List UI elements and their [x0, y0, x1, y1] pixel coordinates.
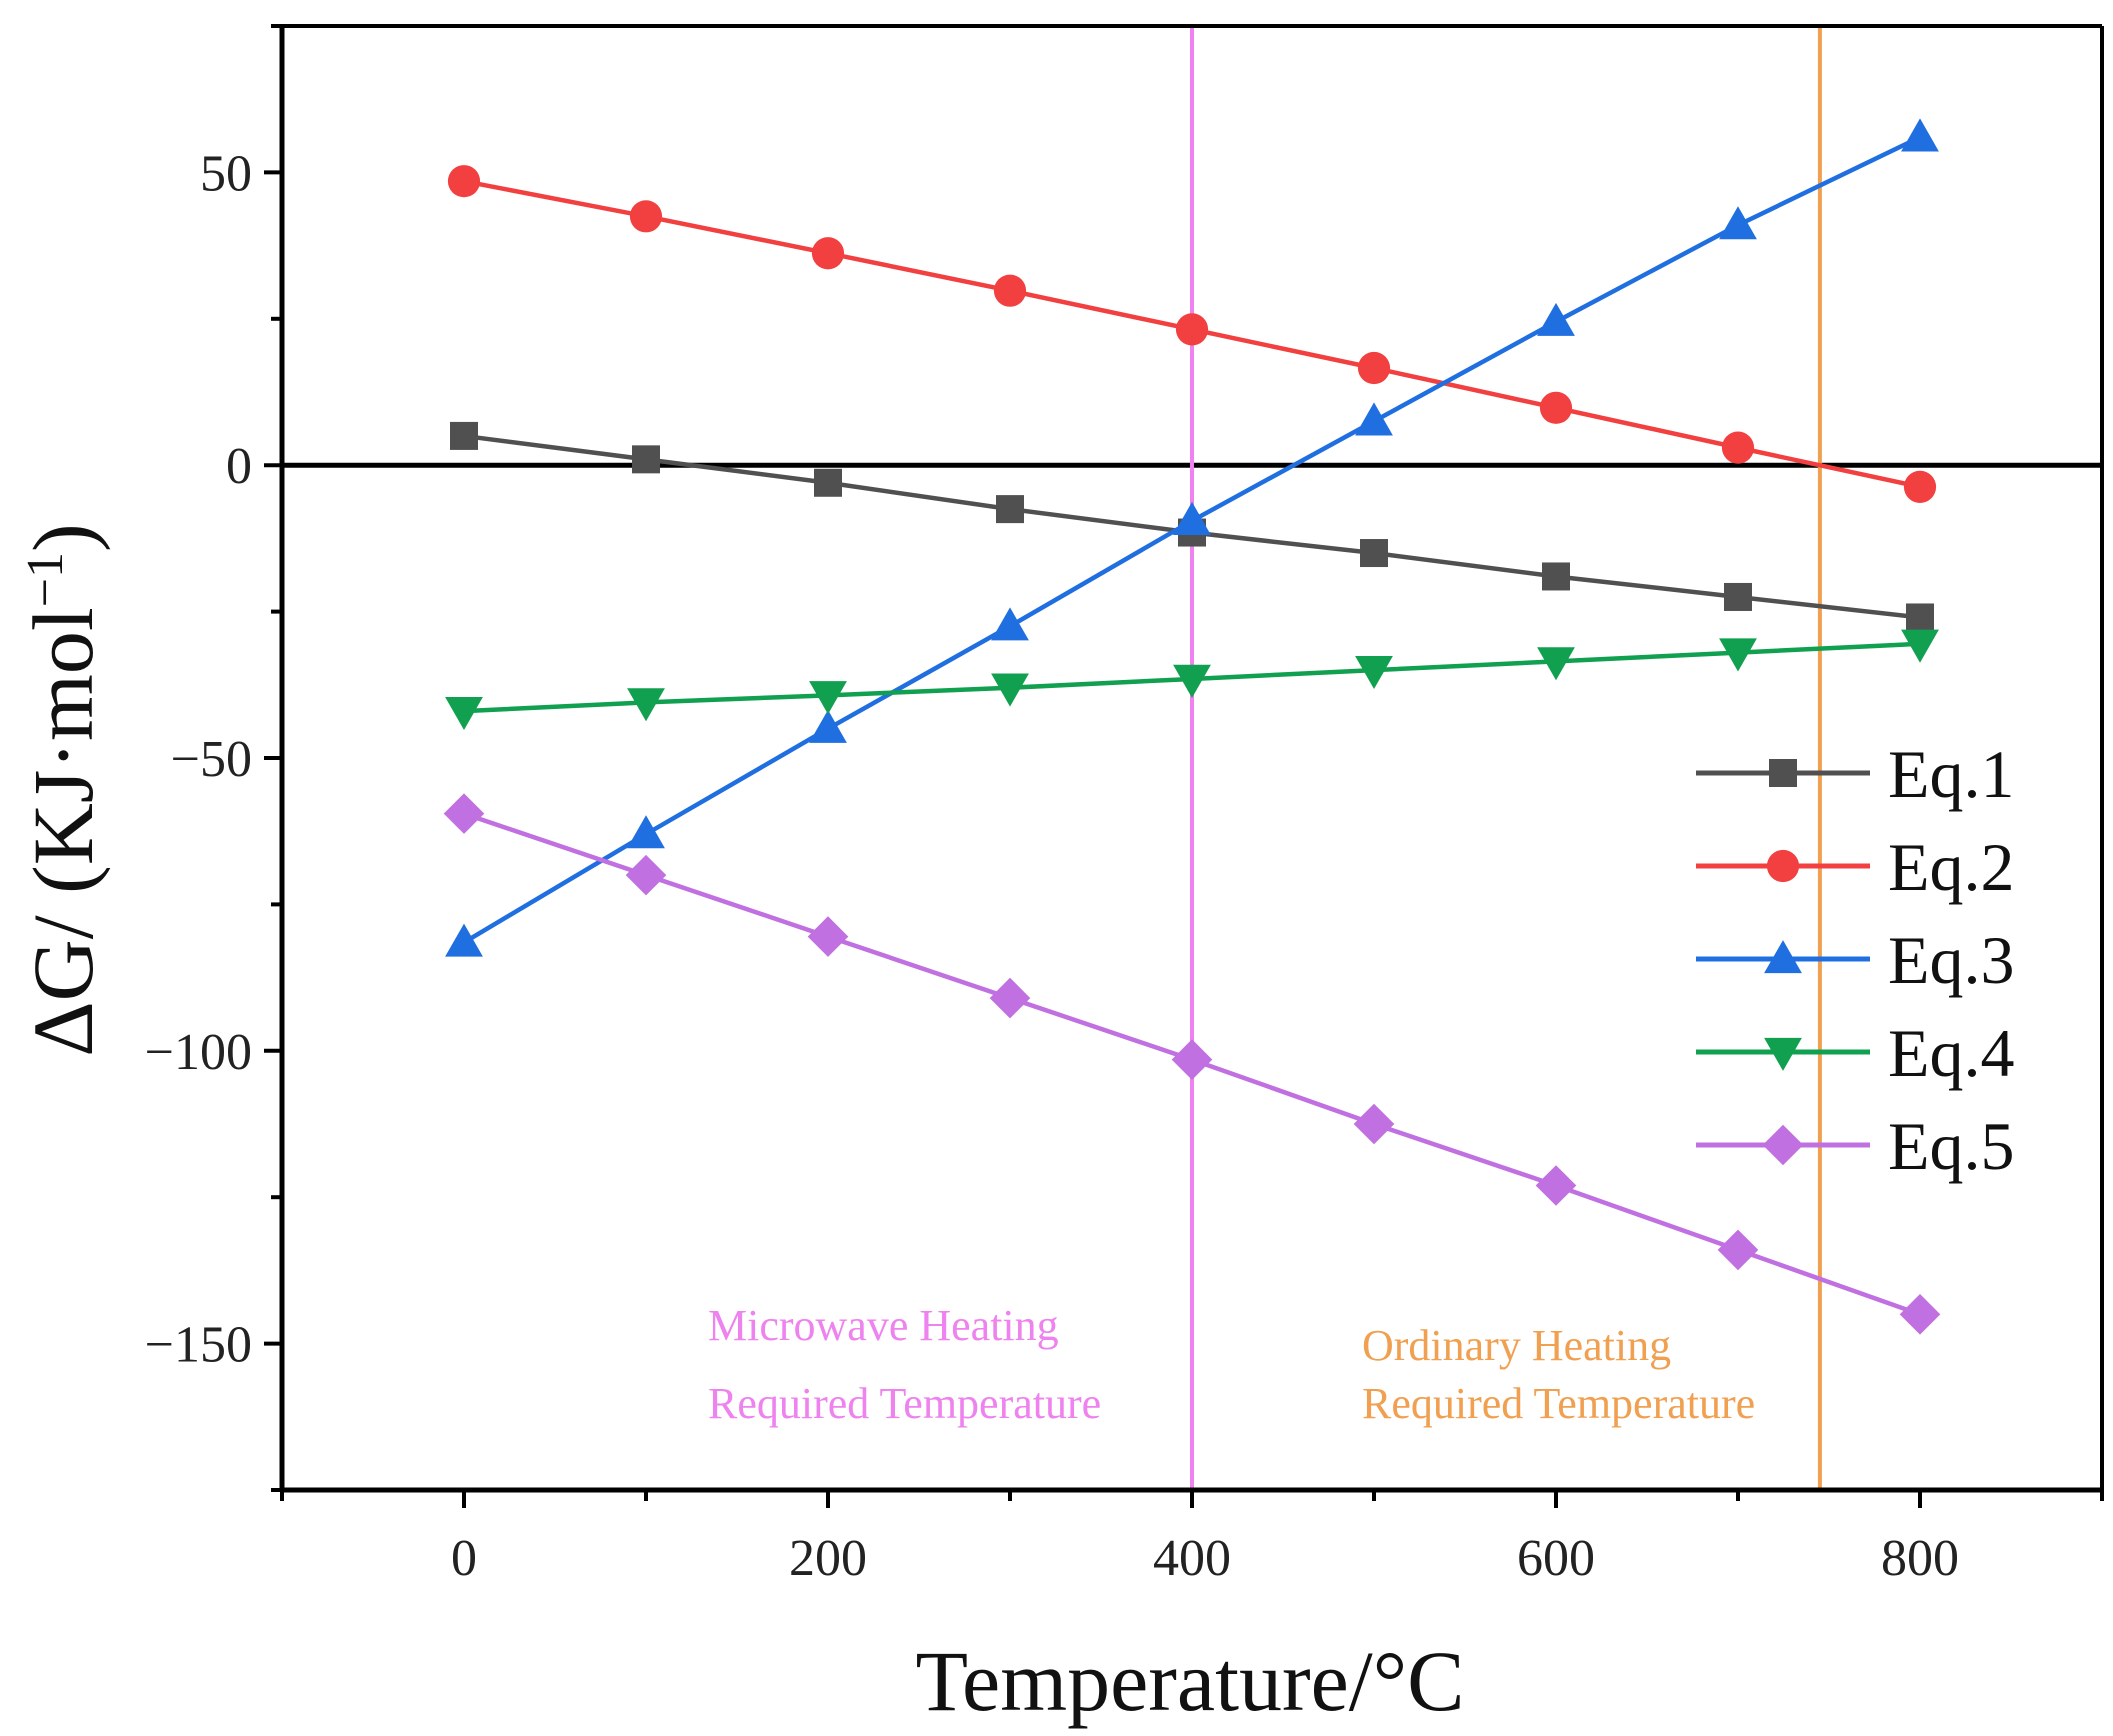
x-tick-label: 600	[1517, 1530, 1595, 1587]
axes: 0 200 400 600 800 50 0 −50 −100 −150	[145, 24, 2104, 1587]
series-1-point	[1906, 603, 1934, 632]
legend-marker	[1764, 1037, 1802, 1071]
series-4	[445, 629, 1939, 731]
series-4-point	[991, 673, 1029, 707]
series-5-point	[807, 916, 849, 957]
series-5-point	[443, 793, 485, 834]
series-4-point	[627, 688, 665, 722]
series-3-point	[1173, 501, 1211, 536]
series-3-point	[445, 923, 483, 957]
series-4-point	[1901, 629, 1939, 663]
series-3-point	[1901, 118, 1939, 152]
legend-marker	[1764, 940, 1802, 974]
y-axis-title: ΔG/ (KJ·mol−1)	[15, 523, 111, 1056]
series-2-point	[1175, 313, 1209, 346]
series-1-point	[632, 445, 660, 474]
series-1-point	[1542, 562, 1570, 591]
x-tick-label: 400	[1153, 1530, 1231, 1587]
series-1-point	[814, 468, 842, 497]
series-3-point	[1719, 206, 1757, 240]
legend-item-2: Eq.2	[1696, 829, 2015, 905]
series-5-point	[1899, 1294, 1941, 1335]
series-4-point	[1719, 638, 1757, 672]
legend-marker	[1766, 849, 1800, 883]
series-2-point	[1903, 470, 1937, 503]
y-tick-label: 0	[226, 438, 252, 495]
series-5-point	[1171, 1039, 1213, 1080]
series-4-point	[445, 696, 483, 731]
series-5-point	[989, 977, 1031, 1019]
legend-item-3: Eq.3	[1696, 922, 2015, 998]
series-5-point	[1717, 1229, 1759, 1271]
series-4-point	[1537, 647, 1575, 681]
series-4-point	[1173, 664, 1211, 698]
series-1-point	[1360, 539, 1388, 568]
series-5-point	[1353, 1103, 1395, 1145]
reference-line-2-label-line2: Required Temperature	[1362, 1379, 1755, 1428]
svg-text:ΔG/ (KJ·mol−1): ΔG/ (KJ·mol−1)	[15, 523, 111, 1056]
series-2-point	[1357, 351, 1391, 385]
legend-label: Eq.3	[1888, 922, 2015, 998]
legend-label: Eq.4	[1888, 1015, 2015, 1091]
x-axis-title: Temperature/°C	[916, 1633, 1465, 1729]
y-tick-label: −100	[145, 1024, 252, 1081]
data-series	[443, 118, 1941, 1335]
reference-lines: Microwave Heating Required Temperature Ord…	[708, 26, 1822, 1490]
series-2-point	[447, 165, 481, 198]
series-1	[450, 421, 1934, 632]
legend-item-5: Eq.5	[1696, 1108, 2015, 1184]
y-tick-label: −50	[171, 731, 252, 788]
y-axis-title-close: )	[15, 523, 111, 552]
series-3-point	[1537, 302, 1575, 336]
series-2-point	[1721, 431, 1755, 464]
series-3-point	[1355, 402, 1393, 436]
series-5-point	[1535, 1165, 1577, 1206]
series-5-point	[625, 854, 667, 896]
y-axis-title-exponent: −1	[17, 552, 74, 607]
x-tick-label: 200	[789, 1530, 867, 1587]
series-2-point	[629, 200, 663, 233]
series-3-point	[991, 607, 1029, 641]
legend-item-4: Eq.4	[1696, 1015, 2015, 1091]
series-1-point	[1724, 582, 1752, 611]
series-2	[447, 165, 1937, 503]
legend-item-1: Eq.1	[1696, 736, 2015, 812]
series-3-point	[809, 709, 847, 743]
series-3	[445, 118, 1939, 957]
series-1-point	[996, 495, 1024, 524]
series-2-point	[993, 274, 1027, 307]
legend-label: Eq.5	[1888, 1108, 2015, 1184]
legend: Eq.1 Eq.2 Eq.3 Eq.4 Eq.5	[1696, 736, 2015, 1184]
legend-marker	[1762, 1124, 1804, 1166]
series-2-point	[811, 237, 845, 270]
series-2-point	[1539, 391, 1573, 424]
legend-marker	[1769, 759, 1797, 787]
x-tick-label: 800	[1881, 1530, 1959, 1587]
series-4-point	[809, 681, 847, 715]
x-tick-label: 0	[451, 1530, 477, 1587]
y-tick-label: 50	[200, 145, 252, 202]
legend-label: Eq.1	[1888, 736, 2015, 812]
series-4-point	[1355, 655, 1393, 690]
y-axis-title-main: ΔG/ (KJ·mol	[15, 607, 111, 1056]
series-5	[443, 793, 1941, 1335]
reference-line-1-label-line1: Microwave Heating	[708, 1301, 1059, 1350]
legend-label: Eq.2	[1888, 829, 2015, 905]
series-3-point	[627, 815, 665, 849]
reference-line-2-label-line1: Ordinary Heating	[1362, 1321, 1671, 1370]
y-tick-label: −150	[145, 1317, 252, 1374]
series-1-point	[450, 421, 478, 450]
reference-line-1-label-line2: Required Temperature	[708, 1379, 1101, 1428]
